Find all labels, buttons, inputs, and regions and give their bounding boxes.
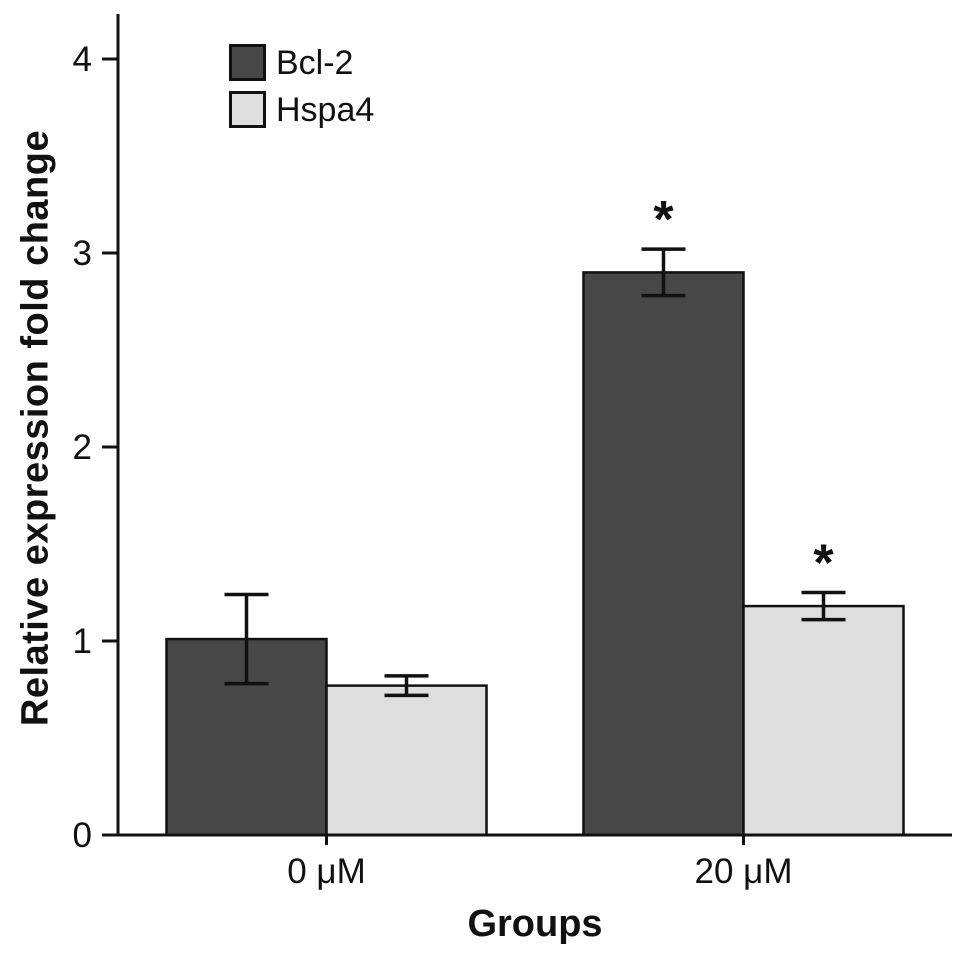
legend-item-bcl2: Bcl-2 [229, 44, 374, 81]
y-tick-label: 4 [73, 40, 92, 79]
bar-Hspa4-20 μM [742, 604, 905, 837]
y-tick-label: 2 [73, 428, 92, 467]
legend-swatch-hspa4 [229, 91, 266, 128]
y-tick-label: 3 [73, 234, 92, 273]
x-tick-label: 20 μM [695, 852, 793, 891]
y-tick-label: 0 [73, 816, 92, 855]
y-axis-label: Relative expression fold change [14, 129, 57, 727]
x-tick-label: 0 μM [287, 852, 366, 891]
legend-item-hspa4: Hspa4 [229, 91, 374, 128]
bar-Hspa4-0 μM [325, 684, 488, 837]
bar-Bcl-2-20 μM [582, 271, 745, 837]
legend-swatch-bcl2 [229, 44, 266, 81]
y-tick-label: 1 [73, 622, 92, 661]
legend-label-bcl2: Bcl-2 [276, 43, 354, 82]
x-axis-label: Groups [467, 903, 603, 945]
significance-asterisk: * [653, 191, 674, 249]
legend-label-hspa4: Hspa4 [276, 90, 375, 129]
significance-asterisk: * [813, 535, 834, 593]
legend: Bcl-2 Hspa4 [229, 44, 374, 128]
